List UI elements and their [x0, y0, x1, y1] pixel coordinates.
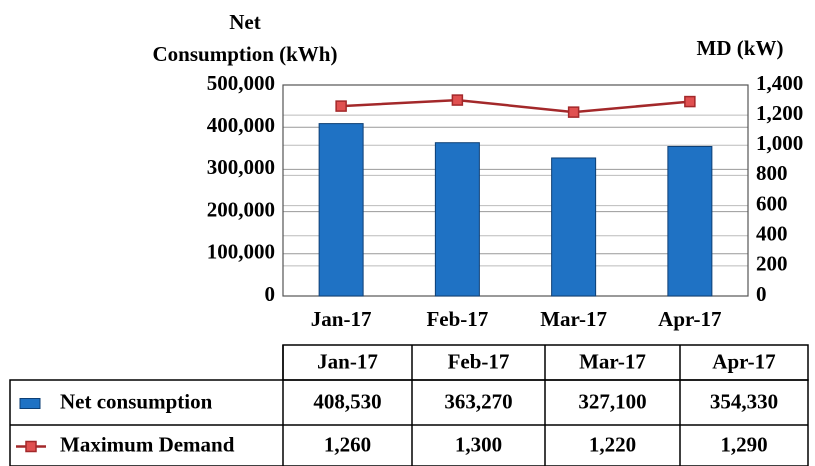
marker: [684, 95, 696, 108]
y-tick-label: 300,000: [207, 155, 275, 179]
y2-tick-label: 400: [756, 222, 788, 246]
y2-tick-label: 1,000: [756, 131, 803, 155]
table-body-frame: [9, 379, 809, 466]
y2-tick-label: 200: [756, 252, 788, 276]
y2-tick-label: 800: [756, 161, 788, 185]
legend-marker: [25, 440, 37, 453]
y-tick-label: 100,000: [207, 240, 275, 264]
marker: [567, 106, 580, 118]
table-value: 1,220: [589, 432, 636, 456]
bar: [434, 142, 480, 297]
y2-tick-label: 0: [756, 282, 767, 306]
table-header: Apr-17: [712, 349, 775, 373]
table-value: 1,300: [455, 432, 502, 456]
x-tick-label: Mar-17: [540, 307, 607, 331]
y-tick-label: 500,000: [207, 71, 275, 95]
y-axis-label: Net Consumption (kWh): [152, 10, 338, 66]
y2-tick-label: 600: [756, 191, 788, 215]
y-tick-label: 400,000: [207, 113, 275, 137]
table-value: 408,530: [313, 389, 381, 413]
bar: [667, 145, 713, 297]
bar: [551, 157, 597, 297]
x-tick-label: Jan-17: [311, 307, 372, 331]
legend-swatch: [19, 398, 41, 409]
table-value: 354,330: [710, 389, 778, 413]
plot-frame: [282, 84, 749, 297]
table-header: Jan-17: [317, 349, 378, 373]
table-value: 363,270: [444, 389, 512, 413]
table-header: Mar-17: [579, 349, 646, 373]
table-value: 327,100: [578, 389, 646, 413]
y-tick-label: 0: [265, 282, 276, 306]
table-value: 1,290: [720, 432, 767, 456]
line: [341, 98, 690, 114]
x-tick-label: Apr-17: [658, 307, 721, 331]
y2-tick-label: 1,400: [756, 71, 803, 95]
legend-label: Maximum Demand: [60, 432, 235, 456]
legend-label: Net consumption: [60, 389, 213, 413]
marker: [335, 100, 347, 112]
marker: [451, 94, 464, 106]
x-tick-label: Feb-17: [426, 307, 488, 331]
y2-axis-label: MD (kW): [697, 36, 784, 60]
bar: [318, 123, 364, 297]
y2-tick-label: 1,200: [756, 101, 803, 125]
table-header: Feb-17: [448, 349, 510, 373]
y-tick-label: 200,000: [207, 197, 275, 221]
table-value: 1,260: [324, 432, 371, 456]
